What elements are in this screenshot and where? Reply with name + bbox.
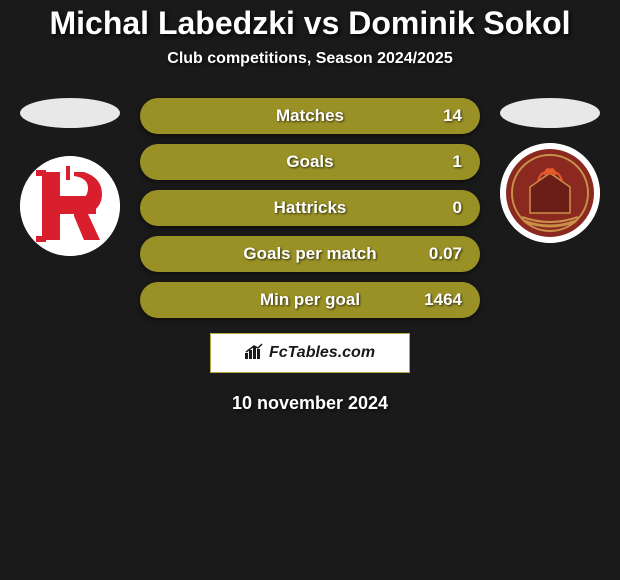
stat-value: 0.07 <box>429 244 462 264</box>
stat-label: Hattricks <box>274 198 347 218</box>
left-team-crest <box>20 156 120 256</box>
right-column <box>490 98 610 243</box>
stats-column: Matches 14 Goals 1 Hattricks 0 Goals per… <box>140 98 480 318</box>
stat-value: 1464 <box>424 290 462 310</box>
stat-label: Goals per match <box>243 244 376 264</box>
stat-label: Matches <box>276 106 344 126</box>
date-text: 10 november 2024 <box>232 393 388 414</box>
comparison-card: Michal Labedzki vs Dominik Sokol Club co… <box>0 0 620 414</box>
stat-label: Min per goal <box>260 290 360 310</box>
right-team-crest <box>500 143 600 243</box>
left-team-logo <box>20 156 120 256</box>
branding-box[interactable]: FcTables.com <box>210 333 410 373</box>
page-title: Michal Labedzki vs Dominik Sokol <box>49 5 570 42</box>
stat-value: 1 <box>453 152 462 172</box>
chart-icon <box>245 343 265 364</box>
right-team-logo <box>500 143 600 243</box>
stat-label: Goals <box>286 152 333 172</box>
subtitle: Club competitions, Season 2024/2025 <box>167 50 452 68</box>
stat-row-mpg: Min per goal 1464 <box>140 282 480 318</box>
left-column <box>10 98 130 256</box>
stat-row-matches: Matches 14 <box>140 98 480 134</box>
stat-value: 0 <box>453 198 462 218</box>
branding-text: FcTables.com <box>269 344 375 362</box>
right-player-ellipse <box>500 98 600 128</box>
left-player-ellipse <box>20 98 120 128</box>
stat-value: 14 <box>443 106 462 126</box>
stat-row-goals: Goals 1 <box>140 144 480 180</box>
main-row: Matches 14 Goals 1 Hattricks 0 Goals per… <box>0 98 620 318</box>
stat-row-gpm: Goals per match 0.07 <box>140 236 480 272</box>
stat-row-hattricks: Hattricks 0 <box>140 190 480 226</box>
